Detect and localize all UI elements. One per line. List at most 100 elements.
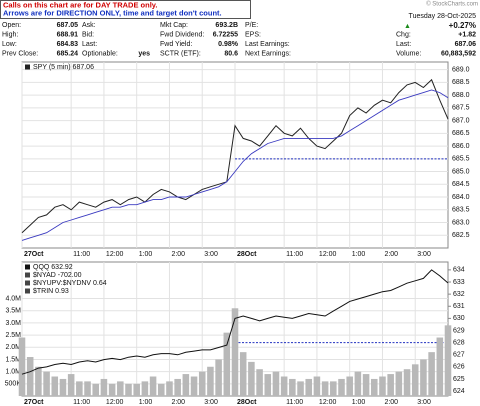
x-tick-label: 3:00 bbox=[417, 399, 431, 406]
volume-bar bbox=[272, 371, 280, 396]
summary-label: Chg: bbox=[396, 31, 411, 38]
y-tick-label: 686.0 bbox=[452, 143, 470, 150]
field-label: Bid: bbox=[82, 31, 94, 38]
volume-bar bbox=[420, 359, 427, 396]
notice-box bbox=[0, 0, 251, 19]
volume-bar bbox=[100, 378, 108, 396]
field-value: 6.72255 bbox=[213, 31, 238, 38]
volume-bar bbox=[321, 381, 329, 396]
volume-bar bbox=[35, 366, 42, 396]
volume-bar bbox=[133, 383, 140, 396]
x-tick-label: 12:00 bbox=[319, 399, 337, 406]
field-label: Prev Close: bbox=[2, 50, 38, 57]
volume-bar bbox=[108, 383, 116, 396]
x-tick-label: 1:00 bbox=[352, 399, 366, 406]
x-tick-label: 27Oct bbox=[24, 399, 44, 406]
legend-label: $TRIN 0.93 bbox=[33, 288, 69, 295]
legend-swatch bbox=[25, 272, 30, 278]
field-label: Open: bbox=[2, 22, 21, 29]
volume-bar bbox=[387, 374, 394, 396]
x-tick-label: 3:00 bbox=[204, 251, 218, 258]
x-tick-label: 2:00 bbox=[384, 399, 398, 406]
volume-bar bbox=[92, 383, 100, 396]
volume-bar bbox=[289, 378, 296, 396]
volume-bar bbox=[403, 369, 411, 396]
y2-tick-label: 630 bbox=[453, 315, 465, 322]
field-label: Mkt Cap: bbox=[160, 22, 188, 29]
volume-bar bbox=[223, 332, 231, 396]
x-tick-label: 3:00 bbox=[204, 399, 218, 406]
summary-value: 687.06 bbox=[455, 41, 477, 48]
legend-swatch bbox=[25, 280, 30, 286]
x-tick-label: 1:00 bbox=[139, 251, 153, 258]
field-value: 688.91 bbox=[57, 31, 79, 38]
volume-bar bbox=[354, 371, 362, 396]
x-tick-label: 12:00 bbox=[106, 251, 124, 258]
volume-bar bbox=[264, 374, 272, 396]
price-line bbox=[21, 89, 449, 241]
y-tick-label: 3.0M bbox=[5, 320, 21, 327]
y-tick-label: 685.0 bbox=[452, 168, 470, 175]
field-label: Ask: bbox=[82, 22, 96, 29]
x-tick-label: 11:00 bbox=[73, 251, 90, 258]
volume-bar bbox=[215, 359, 222, 396]
x-tick-label: 11:00 bbox=[286, 251, 303, 258]
volume-bar bbox=[149, 376, 157, 396]
field-value: 687.05 bbox=[57, 22, 79, 29]
y2-tick-label: 628 bbox=[453, 339, 465, 346]
legend-swatch bbox=[25, 64, 30, 70]
y-tick-label: 684.0 bbox=[452, 194, 470, 201]
change-pct: +0.27% bbox=[449, 21, 476, 30]
y-tick-label: 689.0 bbox=[452, 66, 470, 73]
legend-label: SPY (5 min) 687.06 bbox=[33, 64, 94, 71]
y-tick-label: 3.5M bbox=[5, 308, 21, 315]
volume-bar bbox=[182, 374, 190, 396]
volume-bar bbox=[370, 378, 378, 396]
y-tick-label: 685.5 bbox=[452, 156, 470, 163]
y2-tick-label: 625 bbox=[453, 376, 465, 383]
volume-bar bbox=[18, 337, 26, 396]
field-label: P/E: bbox=[245, 22, 258, 29]
field-label: Fwd Dividend: bbox=[160, 31, 204, 38]
volume-bar bbox=[379, 376, 386, 396]
volume-bar bbox=[444, 325, 452, 396]
volume-bar bbox=[141, 381, 149, 396]
field-value: 0.98% bbox=[218, 41, 239, 48]
y-tick-label: 688.0 bbox=[452, 92, 470, 99]
x-tick-label: 27Oct bbox=[24, 251, 44, 258]
x-tick-label: 1:00 bbox=[352, 251, 366, 258]
volume-bar bbox=[84, 381, 91, 396]
field-label: Low: bbox=[2, 41, 17, 48]
volume-bar bbox=[280, 376, 288, 396]
volume-bar bbox=[428, 352, 435, 396]
field-label: Last: bbox=[82, 41, 97, 48]
x-tick-label: 11:00 bbox=[286, 399, 303, 406]
volume-bar bbox=[174, 378, 181, 396]
y-tick-label: 686.5 bbox=[452, 130, 470, 137]
y-tick-label: 682.5 bbox=[452, 232, 470, 239]
summary-label: Volume: bbox=[396, 50, 421, 57]
volume-bar bbox=[313, 376, 321, 396]
volume-bar bbox=[411, 364, 419, 396]
volume-bar bbox=[362, 374, 370, 396]
legend-label: $NYUPV:$NYDNV 0.64 bbox=[33, 280, 107, 287]
notice-line: Calls on this chart are for DAY TRADE on… bbox=[3, 0, 157, 9]
volume-bar bbox=[117, 381, 124, 396]
y-tick-label: 2.5M bbox=[5, 332, 21, 339]
y-tick-label: 687.5 bbox=[452, 105, 470, 112]
legend-label: QQQ 632.92 bbox=[33, 264, 73, 271]
y2-tick-label: 633 bbox=[453, 279, 465, 286]
field-label: SCTR (ETF): bbox=[160, 50, 201, 57]
field-label: Next Earnings: bbox=[245, 50, 291, 57]
x-tick-label: 28Oct bbox=[237, 399, 257, 406]
y2-tick-label: 634 bbox=[453, 267, 465, 274]
x-tick-label: 3:00 bbox=[417, 251, 431, 258]
x-tick-label: 12:00 bbox=[106, 399, 124, 406]
x-tick-label: 1:00 bbox=[139, 399, 153, 406]
volume-bar bbox=[207, 366, 214, 396]
volume-bar bbox=[338, 378, 345, 396]
field-value: 80.6 bbox=[224, 50, 238, 57]
volume-bar bbox=[157, 383, 165, 396]
